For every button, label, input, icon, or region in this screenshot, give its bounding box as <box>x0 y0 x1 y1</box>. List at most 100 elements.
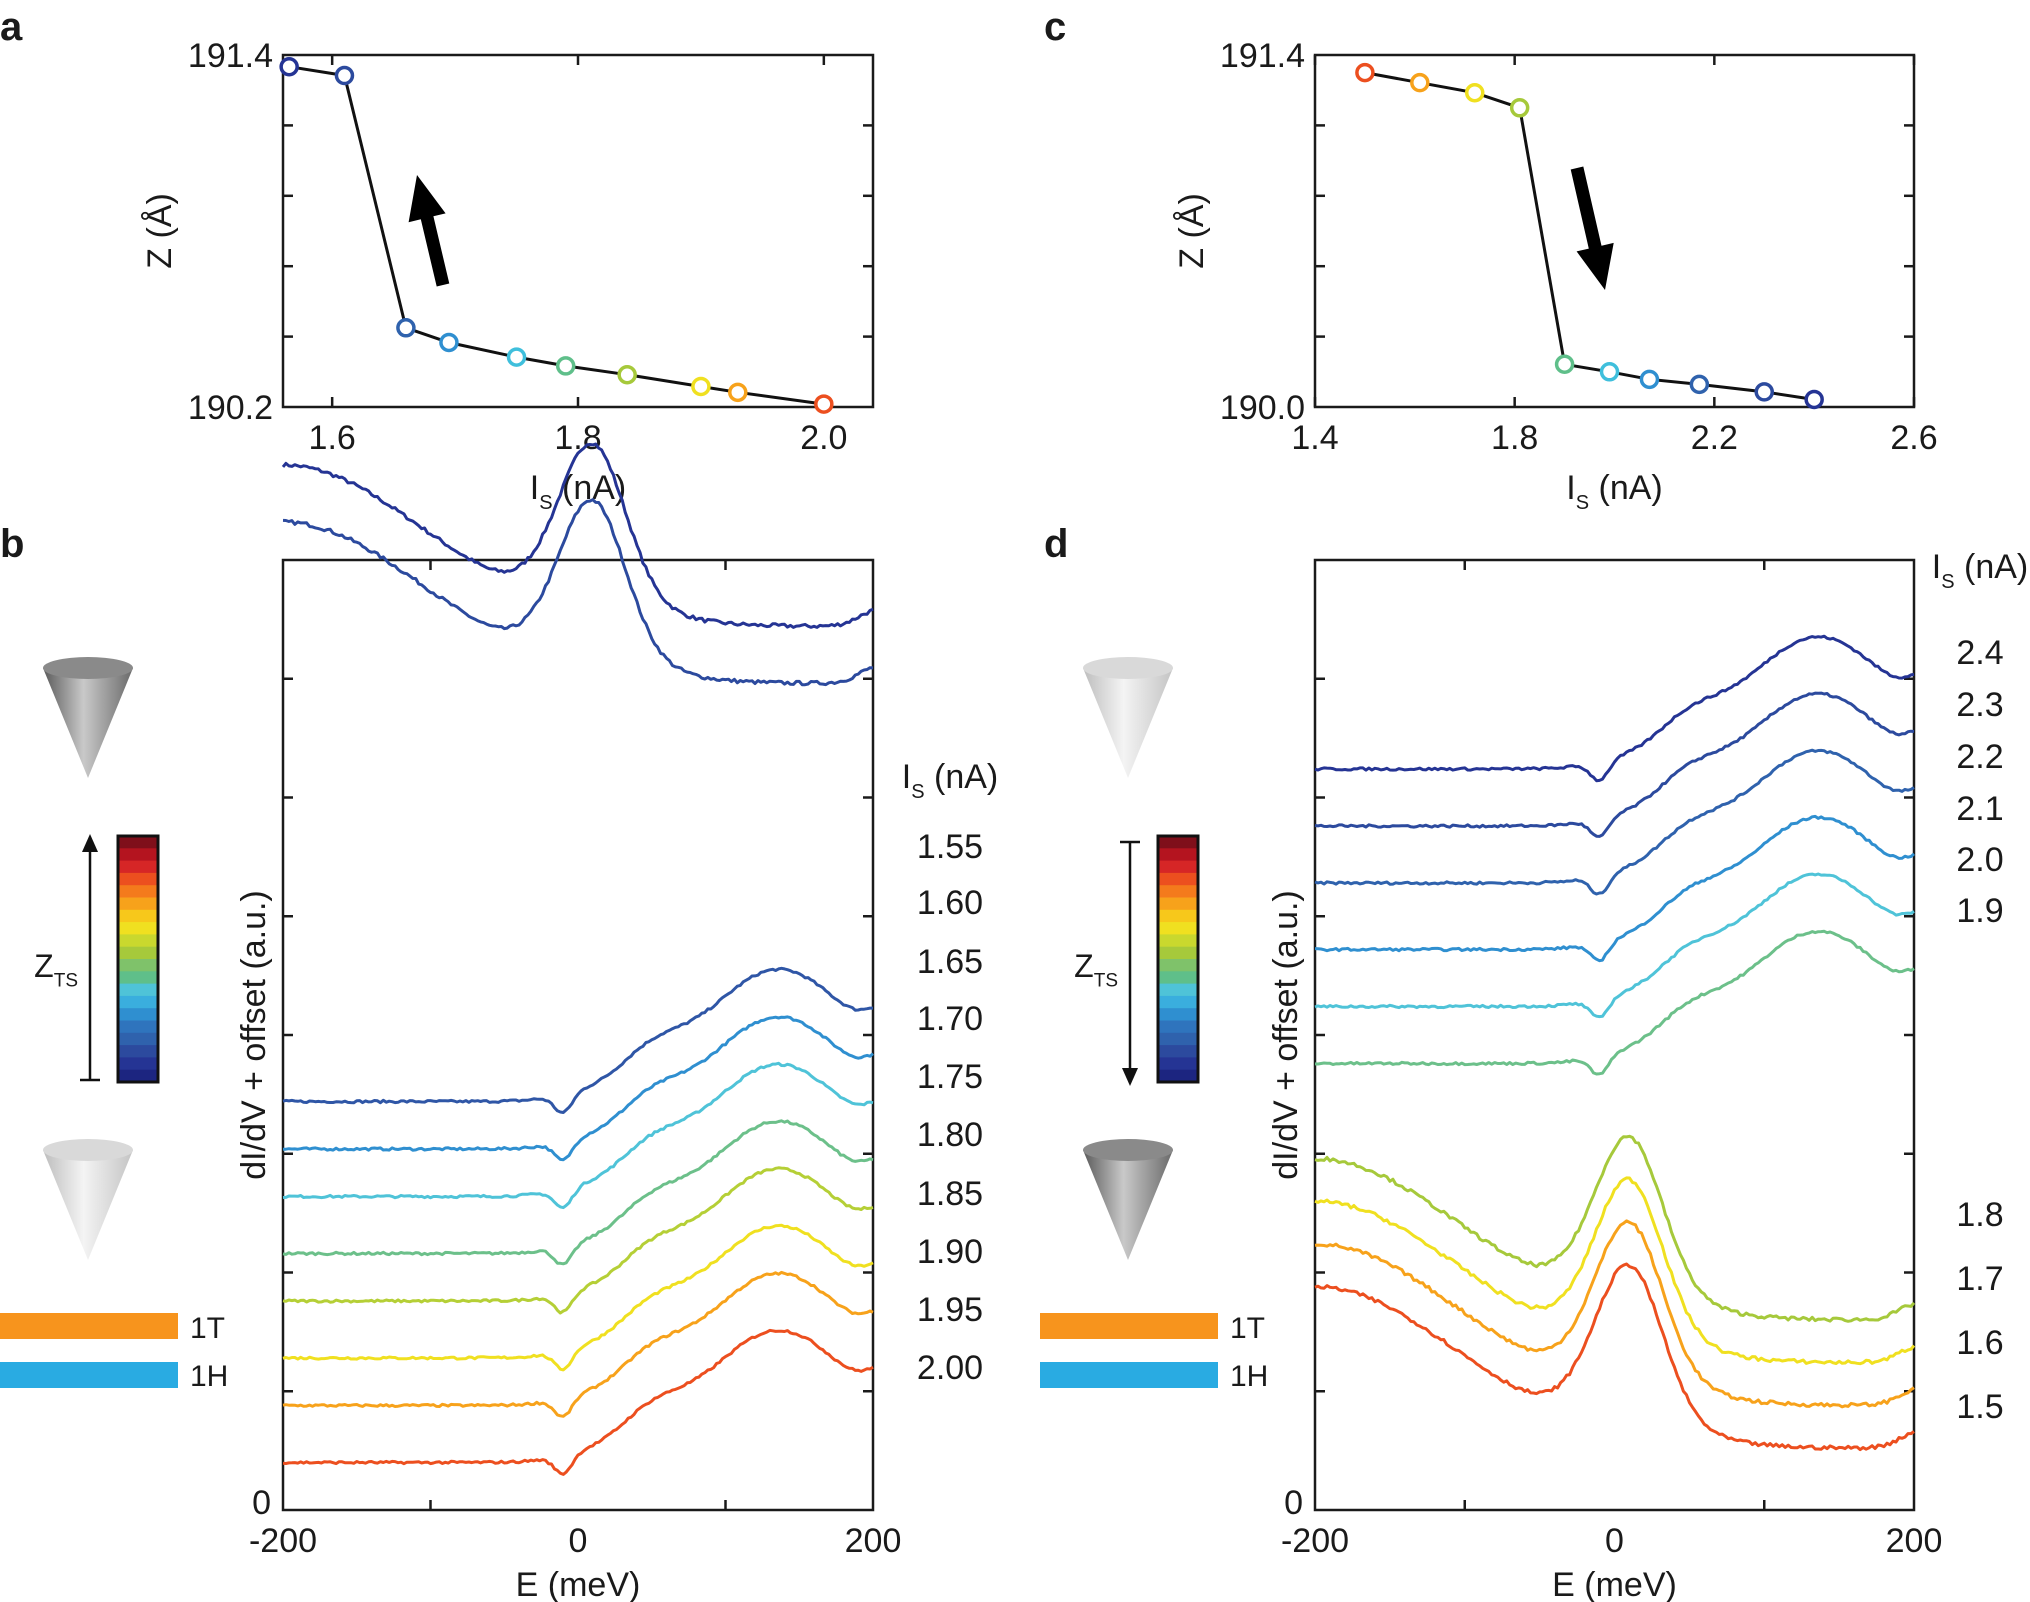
colorbar-segment <box>118 983 158 997</box>
colorbar-segment <box>1158 983 1198 997</box>
y-axis-label: Z (Å) <box>1173 193 1211 269</box>
colorbar-segment <box>1158 1057 1198 1071</box>
y-axis-label: dI/dV + offset (a.u.) <box>235 890 273 1179</box>
data-point <box>1509 98 1530 118</box>
y-tick-label: 191.4 <box>1220 37 1305 75</box>
legend-title: IS (nA) <box>1932 548 2028 593</box>
colorbar-segment <box>118 1032 158 1046</box>
spectrum-line <box>1314 872 1915 1019</box>
z-ts-label: ZTS <box>34 948 78 992</box>
series-label: 2.0 <box>1956 841 2003 879</box>
cone-body <box>43 1150 133 1260</box>
data-point <box>1464 82 1485 103</box>
spectrum-line <box>1314 1134 1916 1323</box>
x-tick-label: 200 <box>845 1522 902 1560</box>
series-label: 1.85 <box>917 1175 983 1213</box>
series-label: 1.95 <box>917 1291 983 1329</box>
spectrum-line <box>1314 1262 1915 1452</box>
spectrum-line <box>1314 1176 1916 1366</box>
cone-top <box>43 1139 133 1161</box>
colorbar-segment <box>118 872 158 886</box>
series-label: 1.55 <box>917 828 983 866</box>
x-tick-label: 1.8 <box>554 419 601 457</box>
y-tick-label: 191.4 <box>188 37 273 75</box>
series-label: 1.8 <box>1956 1196 2003 1234</box>
data-point <box>1599 362 1620 382</box>
colorbar-segment <box>118 971 158 985</box>
cone-body <box>43 668 133 778</box>
series-label: 2.1 <box>1956 790 2003 828</box>
legend-1h-bar <box>1040 1362 1218 1388</box>
z-ts-label: ZTS <box>1074 948 1118 992</box>
spectrum-line <box>282 1270 874 1418</box>
cone-top <box>1083 657 1173 679</box>
x-tick-label: 0 <box>569 1522 588 1560</box>
x-tick-label: 2.6 <box>1890 419 1937 457</box>
panel-c: c 1.4 1.8 2.2 2.6 190.0 191.4 IS (nA) Z (Å) <box>1044 5 1938 514</box>
series-label: 1.65 <box>917 943 983 981</box>
spectrum-line <box>1314 1219 1915 1409</box>
cone-body <box>1083 1150 1173 1260</box>
spectrum-line <box>282 966 873 1114</box>
colorbar-segment <box>118 934 158 948</box>
plot-frame <box>1313 53 1916 409</box>
legend-1t-bar <box>0 1313 178 1339</box>
colorbar-segment <box>118 1057 158 1071</box>
colorbar-segment <box>1158 1032 1198 1046</box>
x-tick-label: 1.8 <box>1491 419 1538 457</box>
colorbar-segment <box>118 860 158 874</box>
colorbar-segment <box>118 1069 158 1083</box>
colorbar-segment <box>1158 885 1198 898</box>
colorbar-segment <box>118 1008 158 1021</box>
colorbar-segment <box>118 897 158 911</box>
x-tick-label: 2.2 <box>1691 419 1738 457</box>
colorbar-segment <box>118 922 158 935</box>
data-point <box>555 356 576 376</box>
tip-cone-top <box>43 657 133 778</box>
colorbar-segment <box>1158 860 1198 874</box>
direction-arrow-down <box>1570 166 1614 290</box>
data-point <box>439 332 459 353</box>
legend-1t-label: 1T <box>1230 1312 1265 1345</box>
x-axis-label: E (meV) <box>1552 1566 1677 1602</box>
legend-1h-label: 1H <box>1230 1360 1268 1393</box>
colorbar-segment <box>118 1020 158 1034</box>
plot-frame <box>281 53 875 409</box>
panel-letter-c: c <box>1044 5 1066 49</box>
data-point <box>1804 389 1824 410</box>
plot-frame <box>1313 558 1916 1512</box>
y-tick-label: 190.2 <box>188 389 273 427</box>
colorbar-segment <box>1158 836 1198 849</box>
colorbar-segment <box>1158 848 1198 862</box>
colorbar-segment <box>118 836 158 849</box>
colorbar-segment <box>1158 872 1198 886</box>
colorbar-segment <box>118 848 158 862</box>
colorbar-segment <box>1158 1045 1198 1058</box>
x-tick-label: -200 <box>249 1522 317 1560</box>
data-point <box>617 364 637 385</box>
legend-1h-bar <box>0 1362 178 1388</box>
data-point <box>691 376 711 397</box>
colorbar-segment <box>118 995 158 1009</box>
plot-frame <box>281 558 875 1512</box>
series-label: 1.70 <box>917 1000 983 1038</box>
data-point <box>506 347 527 367</box>
colorbar-segment <box>1158 1008 1198 1021</box>
series-label: 2.4 <box>1956 634 2003 672</box>
z-arrow-head <box>82 834 98 852</box>
spectrum-line <box>282 498 874 687</box>
series-label: 2.00 <box>917 1349 983 1387</box>
x-axis-label: IS (nA) <box>1566 469 1662 514</box>
cone-top <box>43 657 133 679</box>
data-point <box>1689 374 1710 395</box>
colorbar-segment <box>118 885 158 898</box>
panel-letter-b: b <box>0 522 24 566</box>
tip-cone-bottom <box>43 1139 133 1260</box>
z-line <box>1364 71 1815 401</box>
colorbar-segment <box>1158 909 1198 923</box>
data-point <box>1754 382 1774 402</box>
colorbar-segment <box>118 909 158 923</box>
colorbar-segment <box>1158 995 1198 1009</box>
